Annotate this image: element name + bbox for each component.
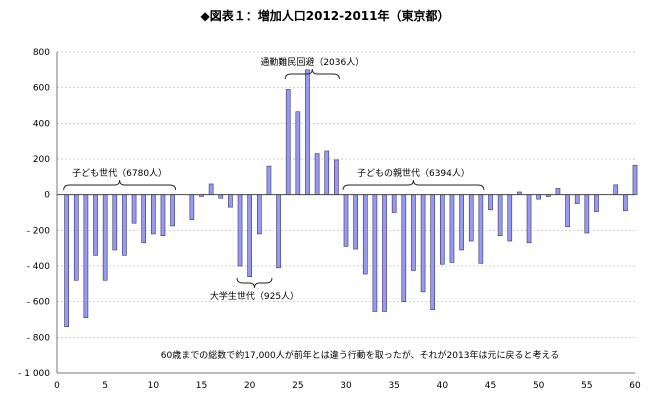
bar <box>295 111 301 195</box>
annotation-label: 子どもの親世代（6394人） <box>357 167 470 179</box>
x-tick-label: 0 <box>54 381 60 391</box>
x-tick-label: 5 <box>102 381 108 391</box>
bar <box>382 194 387 312</box>
y-tick-label: - 600 <box>27 298 51 308</box>
bar <box>430 194 436 310</box>
x-tick-label: 25 <box>292 381 303 391</box>
y-tick-label: 0 <box>44 191 50 201</box>
bar <box>594 194 599 212</box>
bar <box>623 194 628 212</box>
bar <box>141 194 147 244</box>
x-tick-label: 35 <box>388 381 399 391</box>
bar <box>362 194 368 275</box>
bar <box>353 194 358 250</box>
bar <box>170 194 175 227</box>
bar <box>391 194 397 213</box>
x-tick-label: 40 <box>437 381 449 391</box>
bar <box>160 194 166 236</box>
annotation-brace <box>284 68 340 80</box>
y-tick-label: - 400 <box>27 262 51 272</box>
bar <box>574 194 580 204</box>
x-tick-label: 55 <box>581 381 592 391</box>
bar <box>256 194 262 235</box>
bar <box>497 194 503 236</box>
bar <box>237 194 243 267</box>
bar <box>189 194 195 220</box>
bar <box>459 194 464 251</box>
bar <box>305 69 310 195</box>
x-tick-label: 20 <box>244 381 256 391</box>
x-tick-label: 60 <box>629 381 641 391</box>
bar <box>314 153 320 195</box>
bar <box>151 194 156 235</box>
y-tick-label: - 1 000 <box>18 369 50 379</box>
bar <box>584 194 590 234</box>
bar <box>131 194 137 224</box>
y-tick-label: 600 <box>33 84 50 94</box>
bar <box>449 194 455 263</box>
x-tick-label: 10 <box>148 381 160 391</box>
bar <box>83 194 89 319</box>
bar <box>122 194 127 256</box>
bar <box>468 194 474 242</box>
bar <box>401 194 407 302</box>
annotation-brace <box>236 277 273 289</box>
bar <box>411 194 416 271</box>
bar <box>565 194 570 228</box>
bar <box>208 183 214 195</box>
x-tick-label: 15 <box>196 381 207 391</box>
bar <box>555 188 561 195</box>
annotation-brace <box>63 179 177 191</box>
bar <box>93 194 98 256</box>
bar <box>324 150 330 195</box>
x-tick-label: 50 <box>533 381 545 391</box>
annotation-label: 通勤難民回避（2036人） <box>260 56 364 68</box>
bar <box>64 194 69 327</box>
annotation-label: 子ども世代（6780人） <box>72 167 167 179</box>
y-tick-label: - 200 <box>27 226 51 236</box>
bar <box>343 194 349 247</box>
bar <box>334 159 339 195</box>
bar <box>632 164 638 195</box>
bar <box>112 194 118 251</box>
bar <box>488 194 493 211</box>
bar <box>266 165 272 195</box>
y-tick-label: 400 <box>33 119 50 129</box>
y-tick-label: 800 <box>33 48 50 58</box>
bar <box>420 194 426 293</box>
bar <box>613 184 619 195</box>
y-tick-label: 200 <box>33 155 50 165</box>
annotation-brace <box>342 179 485 191</box>
bar <box>440 194 445 265</box>
bar <box>102 194 108 281</box>
bar <box>218 194 224 199</box>
bar <box>372 194 378 312</box>
chart-note: 60歳までの総数で約17,000人が前年とは違う行動を取ったが、それが2013年… <box>161 349 559 361</box>
bar <box>247 194 252 278</box>
bar <box>507 194 513 242</box>
bar <box>276 194 281 269</box>
bar <box>285 89 291 195</box>
y-tick-label: - 800 <box>27 333 51 343</box>
bar <box>228 194 233 208</box>
annotation-label: 大学生世代（925人） <box>210 290 299 302</box>
bar-series <box>64 69 638 327</box>
bar <box>478 194 484 264</box>
bar <box>526 194 532 244</box>
x-tick-label: 30 <box>340 381 352 391</box>
bar <box>73 194 79 281</box>
annotations: 子ども世代（6780人） 大学生世代（925人） 通勤難民回避（2036人） 子どもの… <box>63 56 485 302</box>
chart-title: ◆図表１：増加人口2012-2011年（東京都） <box>200 8 449 23</box>
bar <box>536 194 541 200</box>
x-tick-label: 45 <box>485 381 496 391</box>
